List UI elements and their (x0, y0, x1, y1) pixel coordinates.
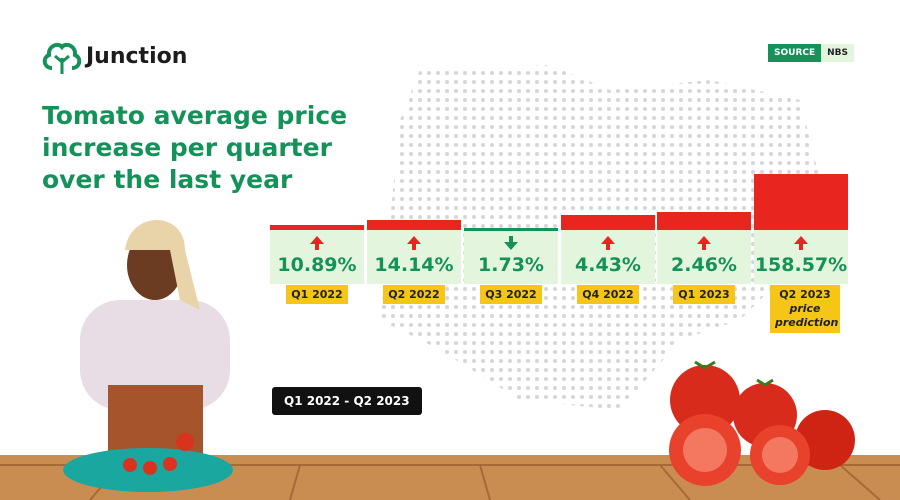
change: 1.73% (478, 254, 544, 276)
card: 2.46% (657, 212, 751, 284)
period: Q2 2023 (779, 288, 831, 301)
brand: Junction (86, 44, 188, 69)
arrow-up (794, 236, 808, 250)
change: 10.89% (277, 254, 357, 276)
change: 4.43% (575, 254, 641, 276)
card: 1.73% (464, 228, 558, 284)
arrow-up (407, 236, 421, 250)
card: 158.57% (754, 174, 848, 284)
tomatoes-illustration (669, 360, 855, 486)
change: 158.57% (754, 254, 848, 276)
source-label: SOURCE (768, 44, 822, 62)
arrow-down (504, 236, 518, 250)
period: Q1 2023 (673, 285, 735, 304)
arrow-up (601, 236, 615, 250)
arrow-up (697, 236, 711, 250)
source: SOURCE NBS (768, 44, 854, 62)
woman-illustration (63, 220, 233, 492)
card: 4.43% (561, 215, 655, 284)
period-box: Q2 2023 price prediction (770, 285, 840, 333)
card: 14.14% (367, 220, 461, 284)
change: 14.14% (374, 254, 454, 276)
period: Q2 2022 (383, 285, 445, 304)
period: Q4 2022 (577, 285, 639, 304)
card: 10.89% (270, 225, 364, 284)
arrow-up (310, 236, 324, 250)
logo-icon (42, 42, 82, 74)
range-badge: Q1 2022 - Q2 2023 (272, 387, 422, 415)
title: Tomato average price increase per quarte… (42, 101, 348, 194)
note: price prediction (775, 302, 839, 329)
period: Q3 2022 (480, 285, 542, 304)
period: Q1 2022 (286, 285, 348, 304)
change: 2.46% (671, 254, 737, 276)
source-value: NBS (821, 44, 854, 62)
